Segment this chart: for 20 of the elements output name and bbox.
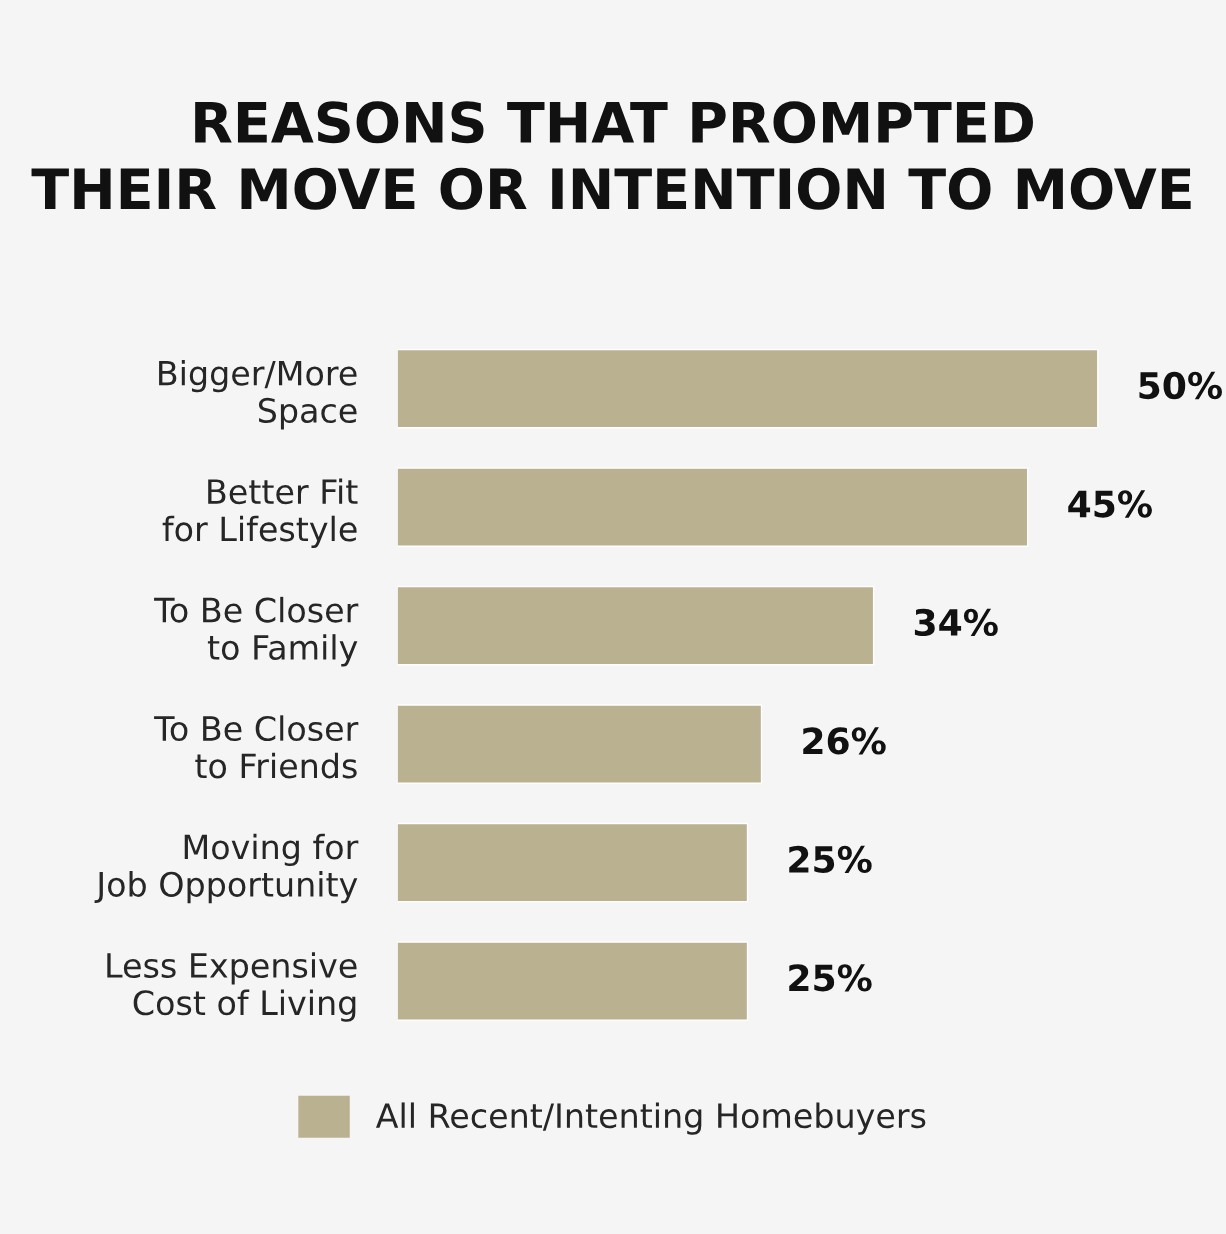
bar (397, 822, 749, 903)
data-label: 25% (789, 964, 872, 992)
bar (397, 348, 1099, 429)
bar (397, 941, 749, 1021)
data-label: 34% (914, 608, 998, 637)
y-tick-label: Moving for Job Opportunity (94, 833, 359, 904)
y-tick-label: To Be Closer to Friends (154, 715, 359, 779)
data-label: 50% (1139, 371, 1222, 400)
bar (397, 467, 1029, 547)
data-label: 45% (1068, 490, 1152, 518)
data-label: 26% (803, 727, 886, 755)
legend-label: All Recent/Intenting Homebuyers (375, 1102, 926, 1135)
chart-title: REASONS THAT PROMPTED THEIR MOVE OR INTENTION TO MOVE (31, 101, 1191, 210)
data-label: 25% (789, 845, 872, 874)
y-tick-label: To Be Closer to Family (154, 596, 359, 667)
y-tick-label: Better Fit for Lifestyle (162, 478, 358, 548)
bar (397, 585, 875, 666)
y-tick-label: Bigger/More Space (159, 359, 357, 430)
y-tick-label: Less Expensive Cost of Living (107, 952, 357, 1022)
bar (397, 704, 763, 784)
